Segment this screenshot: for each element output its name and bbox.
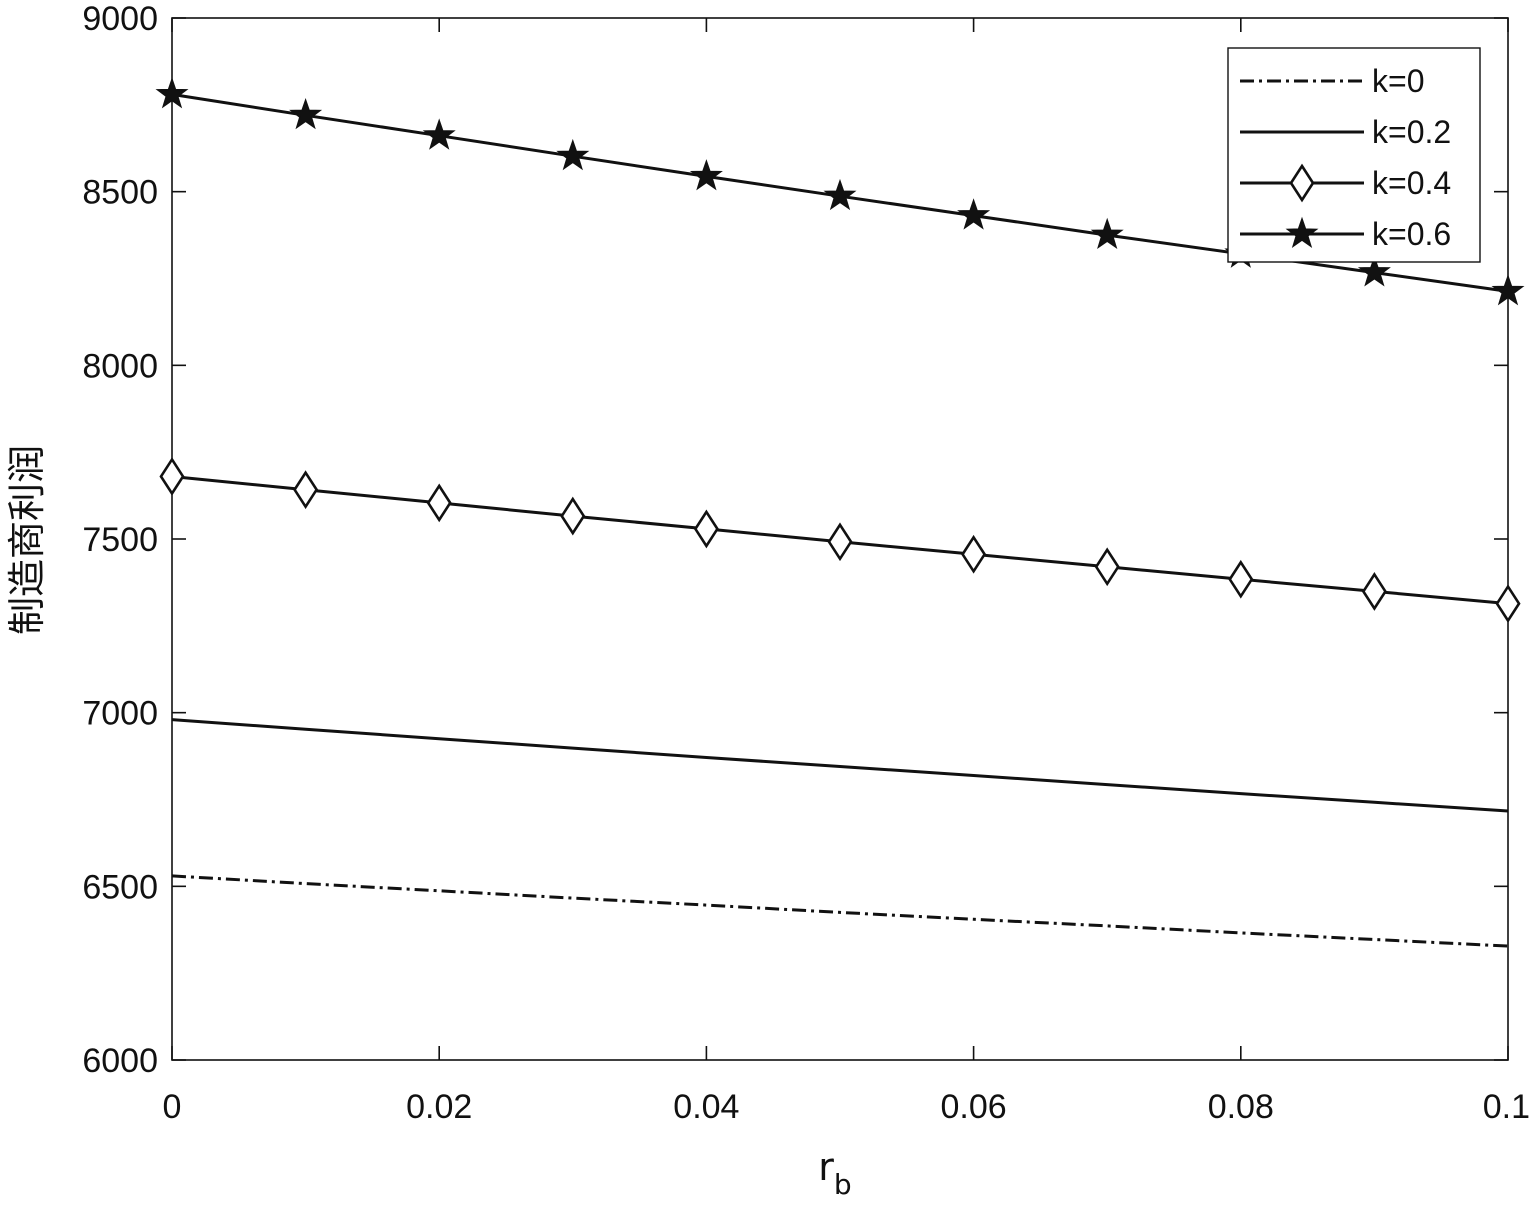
x-tick-label: 0.1 (1483, 1088, 1530, 1126)
data-point-diamond (1361, 572, 1387, 611)
data-point-star (1090, 217, 1124, 250)
data-point-star (823, 178, 857, 211)
legend-label: k=0.2 (1372, 114, 1451, 150)
data-point-diamond (1228, 559, 1254, 599)
y-tick-label: 8500 (82, 174, 158, 212)
data-point-star (422, 118, 456, 150)
legend-label: k=0.4 (1372, 165, 1451, 201)
series-line (171, 874, 1509, 948)
x-tick-label: 0 (163, 1088, 182, 1126)
data-point-diamond (961, 534, 987, 574)
y-tick-label: 7500 (82, 521, 158, 559)
x-tick-label: 0.04 (673, 1088, 739, 1126)
data-point-star (957, 198, 991, 230)
data-point-diamond (426, 483, 452, 523)
data-point-star (289, 98, 323, 130)
data-point-diamond (1495, 584, 1521, 623)
series-k=0.4 (159, 457, 1521, 623)
y-tick-label: 9000 (82, 0, 158, 38)
y-tick-label: 6500 (82, 868, 158, 906)
data-point-star (1491, 274, 1525, 306)
legend-item: k=0.2 (1240, 114, 1451, 150)
data-point-diamond (1094, 547, 1120, 587)
data-point-diamond (293, 470, 319, 510)
legend-marker-star (1285, 216, 1319, 248)
data-point-diamond (560, 496, 586, 536)
y-tick-label: 8000 (82, 347, 158, 385)
legend-marker-diamond (1289, 163, 1315, 203)
x-axis-label-subscript: b (834, 1168, 852, 1201)
data-point-star (1357, 255, 1391, 287)
data-point-diamond (159, 457, 185, 496)
legend-label: k=0 (1372, 63, 1424, 99)
data-point-star (689, 159, 723, 191)
legend-box (1227, 47, 1481, 263)
x-tick-label: 0.08 (1208, 1088, 1274, 1126)
axes-layer: 6000 6500 7000 7500 8000 8500 9000 0 0.02 0.04 0.0… (82, 0, 1530, 1126)
legend-item: k=0.4 (1240, 163, 1451, 203)
legend-item: k=0.6 (1240, 216, 1451, 252)
x-tick-label: 0.02 (406, 1088, 472, 1126)
data-point-diamond (827, 522, 853, 562)
legend-item: k=0 (1240, 63, 1424, 99)
x-axis-label: rb (818, 1145, 851, 1201)
legend-label: k=0.6 (1372, 216, 1451, 252)
x-axis-label-main: r (818, 1145, 834, 1189)
series-k=0.2 (171, 718, 1509, 813)
x-tick-label: 0.06 (941, 1088, 1007, 1126)
series-line (171, 718, 1509, 813)
data-point-diamond (693, 509, 719, 549)
data-point-star (155, 77, 189, 109)
data-point-star (556, 138, 590, 171)
legend: k=0 k=0.2 k=0.4 k=0.6 (1227, 47, 1481, 263)
y-tick-label: 7000 (82, 695, 158, 733)
y-axis-label: 制造商利润 (5, 445, 49, 635)
series-k=0 (171, 874, 1509, 948)
y-tick-label: 6000 (82, 1042, 158, 1080)
